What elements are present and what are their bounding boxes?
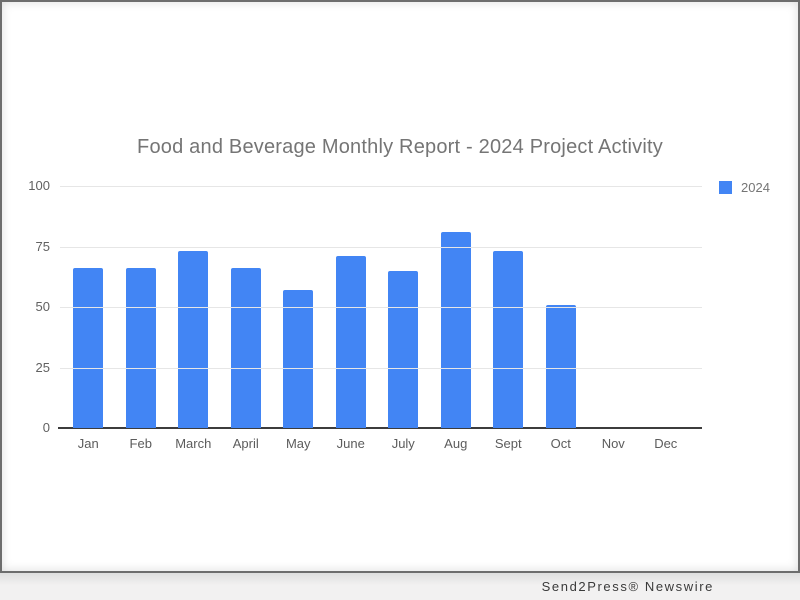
x-axis-label-june: June: [336, 436, 365, 451]
x-axis-label-oct: Oct: [550, 436, 571, 451]
x-axis-label-march: March: [175, 436, 212, 451]
bar-sept: [493, 251, 524, 428]
legend: 2024: [719, 180, 770, 195]
legend-label-2024: 2024: [741, 180, 770, 195]
watermark-text: Send2Press® Newswire: [541, 579, 714, 594]
x-axis-label-feb: Feb: [129, 436, 152, 451]
x-axis-label-nov: Nov: [601, 436, 625, 451]
bar-july: [388, 270, 419, 428]
x-axis-label-dec: Dec: [654, 436, 678, 451]
bar-aug: [440, 231, 471, 428]
bar-jan: [73, 268, 104, 428]
x-axis-labels: Jan Feb March April May June July Aug Sept Oct Nov…: [62, 436, 692, 452]
bar-feb: [125, 268, 156, 428]
watermark-bar: Send2Press® Newswire: [0, 573, 800, 600]
chart-card: Food and Beverage Monthly Report - 2024 …: [0, 0, 800, 573]
gridline-25: [60, 367, 702, 369]
bars-container: [62, 186, 692, 428]
y-axis-tick-0: 0: [42, 420, 50, 435]
x-axis-label-aug: Aug: [444, 436, 468, 451]
x-axis-label-july: July: [391, 436, 415, 451]
legend-swatch-2024: [719, 181, 732, 194]
y-axis-tick-100: 100: [28, 178, 50, 193]
x-axis-label-april: April: [232, 436, 259, 451]
bar-oct: [545, 304, 576, 428]
y-axis-tick-50: 50: [35, 299, 50, 314]
x-axis-label-sept: Sept: [494, 436, 522, 451]
bar-march: [178, 251, 209, 428]
chart-title: Food and Beverage Monthly Report - 2024 …: [137, 136, 663, 158]
plot-area: 0 25 50 75 100: [28, 179, 702, 435]
bar-june: [335, 256, 366, 428]
x-axis-label-may: May: [285, 436, 311, 451]
y-axis-tick-75: 75: [35, 238, 50, 254]
gridline-100: [60, 186, 702, 187]
x-axis-label-jan: Jan: [77, 436, 99, 451]
gridline-50: [60, 307, 702, 308]
y-axis-tick-25: 25: [35, 359, 50, 375]
bar-may: [283, 290, 314, 428]
x-axis-baseline: [58, 427, 702, 429]
bar-april: [230, 268, 261, 428]
gridline-75: [60, 246, 702, 248]
